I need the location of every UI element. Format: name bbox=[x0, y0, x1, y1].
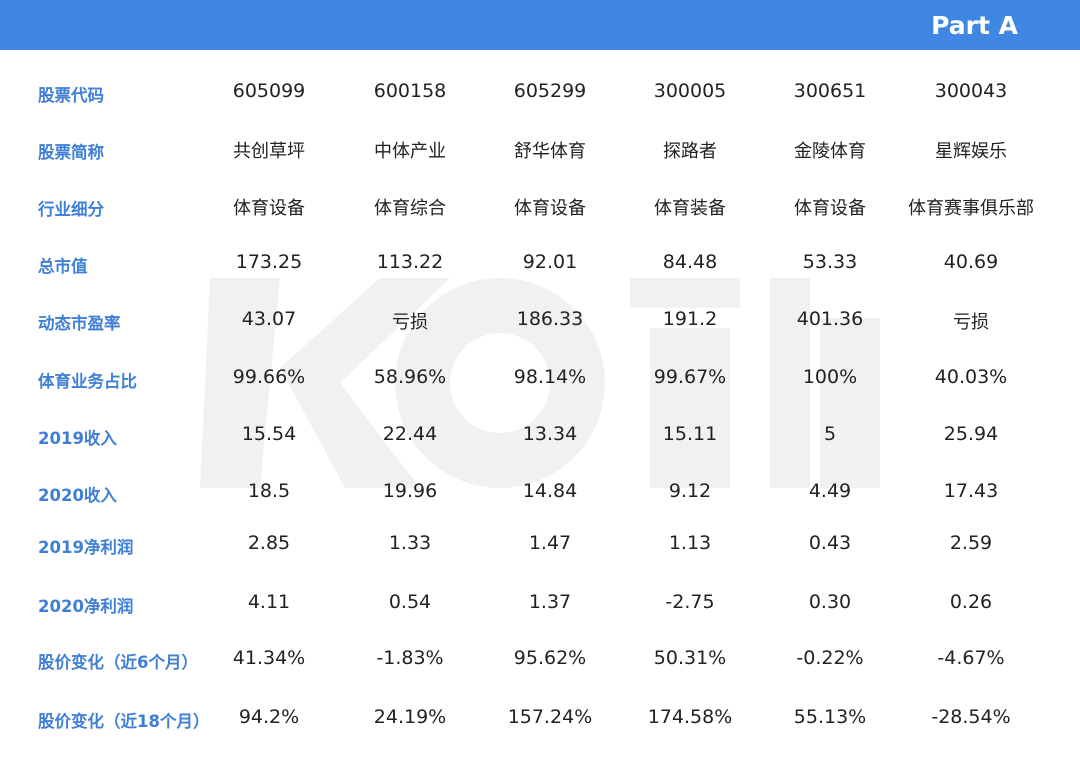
table-cell: 191.2 bbox=[662, 308, 718, 330]
table-cell: 18.5 bbox=[247, 480, 291, 502]
row-label: 股票代码 bbox=[38, 86, 104, 105]
table-cell: 300005 bbox=[653, 80, 727, 102]
table-cell: 0.43 bbox=[808, 532, 852, 554]
table-cell: 13.34 bbox=[522, 423, 578, 445]
table-cell: -4.67% bbox=[937, 647, 1005, 669]
row-label: 2019净利润 bbox=[38, 538, 134, 557]
table-cell: 5 bbox=[823, 423, 837, 445]
table-cell: 体育设备 bbox=[233, 198, 305, 219]
table-cell: 15.11 bbox=[662, 423, 718, 445]
table-cell: 2.59 bbox=[949, 532, 993, 554]
table-cell: 98.14% bbox=[513, 366, 587, 388]
table-cell: 605099 bbox=[232, 80, 306, 102]
table-cell: 173.25 bbox=[235, 251, 303, 273]
table-cell: 体育装备 bbox=[654, 198, 726, 219]
table-cell: 舒华体育 bbox=[514, 141, 586, 162]
table-cell: 53.33 bbox=[802, 251, 858, 273]
table-cell: 84.48 bbox=[662, 251, 718, 273]
table-cell: 113.22 bbox=[376, 251, 444, 273]
table-cell: 体育综合 bbox=[374, 198, 446, 219]
table-cell: 40.69 bbox=[943, 251, 999, 273]
table-cell: 金陵体育 bbox=[794, 141, 866, 162]
table-cell: 605299 bbox=[513, 80, 587, 102]
table-cell: 19.96 bbox=[382, 480, 438, 502]
brand-logo-watermark bbox=[200, 278, 880, 488]
table-cell: 92.01 bbox=[522, 251, 578, 273]
table-cell: 58.96% bbox=[373, 366, 447, 388]
row-label: 行业细分 bbox=[38, 200, 104, 219]
table-cell: 100% bbox=[802, 366, 858, 388]
table-cell: 15.54 bbox=[241, 423, 297, 445]
row-label: 体育业务占比 bbox=[38, 372, 137, 391]
table-cell: 0.26 bbox=[949, 591, 993, 613]
table-cell: 亏损 bbox=[392, 312, 428, 333]
table-cell: 40.03% bbox=[934, 366, 1008, 388]
table-cell: 41.34% bbox=[232, 647, 306, 669]
table-cell: 0.54 bbox=[388, 591, 432, 613]
table-cell: 94.2% bbox=[238, 706, 300, 728]
table-cell: -2.75 bbox=[665, 591, 715, 613]
table-cell: 探路者 bbox=[663, 141, 717, 162]
table-cell: 体育赛事俱乐部 bbox=[908, 198, 1034, 219]
table-cell: 4.49 bbox=[808, 480, 852, 502]
table-cell: 55.13% bbox=[793, 706, 867, 728]
table-cell: -1.83% bbox=[376, 647, 444, 669]
table-cell: 体育设备 bbox=[514, 198, 586, 219]
table-cell: 25.94 bbox=[943, 423, 999, 445]
table-cell: 1.13 bbox=[668, 532, 712, 554]
table-cell: 1.37 bbox=[528, 591, 572, 613]
table-cell: 星辉娱乐 bbox=[935, 141, 1007, 162]
table-cell: 中体产业 bbox=[374, 141, 446, 162]
table-cell: 186.33 bbox=[516, 308, 584, 330]
table-cell: 99.67% bbox=[653, 366, 727, 388]
table-cell: 43.07 bbox=[241, 308, 297, 330]
table-cell: 300651 bbox=[793, 80, 867, 102]
table-cell: 2.85 bbox=[247, 532, 291, 554]
part-label: Part A bbox=[931, 11, 1018, 40]
table-cell: 17.43 bbox=[943, 480, 999, 502]
row-label: 股价变化（近6个月） bbox=[38, 653, 198, 672]
table-cell: 1.47 bbox=[528, 532, 572, 554]
table-cell: 600158 bbox=[373, 80, 447, 102]
table-cell: 95.62% bbox=[513, 647, 587, 669]
table-cell: 4.11 bbox=[247, 591, 291, 613]
row-label: 股价变化（近18个月） bbox=[38, 712, 210, 731]
table-cell: 14.84 bbox=[522, 480, 578, 502]
table-cell: 亏损 bbox=[953, 312, 989, 333]
table-cell: -0.22% bbox=[796, 647, 864, 669]
table-cell: 24.19% bbox=[373, 706, 447, 728]
table-cell: 0.30 bbox=[808, 591, 852, 613]
table-cell: 50.31% bbox=[653, 647, 727, 669]
table-cell: 300043 bbox=[934, 80, 1008, 102]
row-label: 股票简称 bbox=[38, 143, 104, 162]
table-cell: 174.58% bbox=[647, 706, 733, 728]
table-cell: 99.66% bbox=[232, 366, 306, 388]
table-cell: 22.44 bbox=[382, 423, 438, 445]
row-label: 总市值 bbox=[38, 257, 88, 276]
row-label: 2020收入 bbox=[38, 486, 117, 505]
table-cell: 共创草坪 bbox=[233, 141, 305, 162]
row-label: 动态市盈率 bbox=[38, 314, 121, 333]
table-cell: 157.24% bbox=[507, 706, 593, 728]
table-cell: 9.12 bbox=[668, 480, 712, 502]
header-bar: Part A bbox=[0, 0, 1080, 50]
table-cell: 1.33 bbox=[388, 532, 432, 554]
table-cell: -28.54% bbox=[931, 706, 1011, 728]
table-cell: 体育设备 bbox=[794, 198, 866, 219]
table-cell: 401.36 bbox=[796, 308, 864, 330]
row-label: 2020净利润 bbox=[38, 597, 134, 616]
row-label: 2019收入 bbox=[38, 429, 117, 448]
